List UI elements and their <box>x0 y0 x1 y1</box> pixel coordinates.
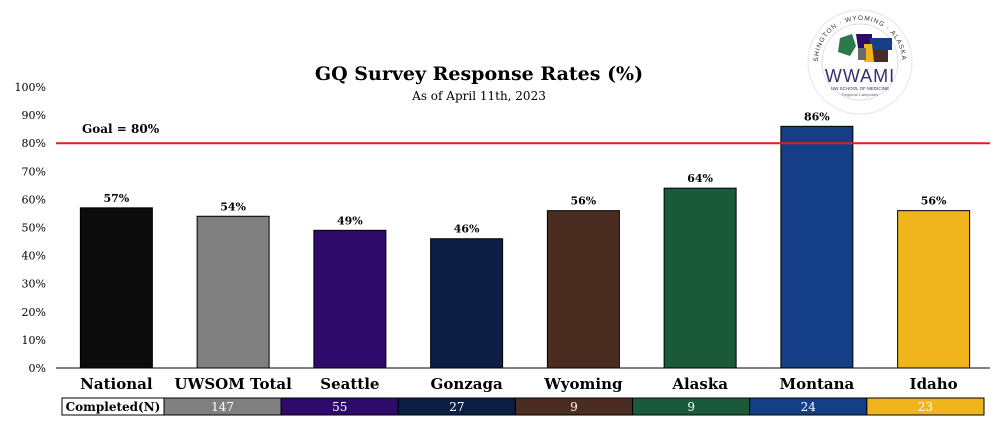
y-tick-label: 50% <box>22 222 46 235</box>
x-tick-label: Gonzaga <box>431 375 503 393</box>
completed-value: 147 <box>211 400 234 414</box>
bars: 57% 54% 49% 46% 56% 64% 86% 56% <box>79 110 971 369</box>
completed-value: 9 <box>570 400 578 414</box>
completed-cell <box>866 397 985 416</box>
data-label: 56% <box>570 195 596 208</box>
x-tick-label: Seattle <box>320 375 379 393</box>
completed-row: Completed(N) 147 55 27 9 9 24 23 <box>61 397 985 416</box>
completed-cells: 147 55 27 9 9 24 23 <box>163 397 985 416</box>
completed-label: Completed(N) <box>66 400 161 414</box>
completed-value: 23 <box>918 400 933 414</box>
data-label: 46% <box>454 223 480 236</box>
x-axis-labels: National UWSOM Total Seattle Gonzaga Wyoming… <box>80 375 958 393</box>
logo-ring-text: IDAHO · WASHINGTON · WYOMING · ALASKA · … <box>0 0 907 63</box>
logo-subtext-2: Regional Campuses <box>842 92 878 97</box>
data-label: 54% <box>220 200 246 213</box>
y-tick-label: 60% <box>22 193 46 206</box>
bar-idaho <box>897 210 971 369</box>
x-tick-label: Idaho <box>910 375 958 393</box>
data-label: 57% <box>103 192 129 205</box>
states-map-icon <box>838 34 892 62</box>
bar-national <box>79 207 153 369</box>
y-tick-label: 100% <box>15 81 46 94</box>
data-label: 56% <box>921 195 947 208</box>
bar-montana <box>780 125 854 369</box>
completed-value: 55 <box>332 400 347 414</box>
y-tick-label: 80% <box>22 137 46 150</box>
bar-wyoming <box>546 210 620 369</box>
x-tick-label: Alaska <box>671 375 728 393</box>
goal-label: Goal = 80% <box>82 122 160 136</box>
y-tick-label: 20% <box>22 306 46 319</box>
completed-value: 24 <box>801 400 817 414</box>
x-tick-label: Wyoming <box>543 375 623 393</box>
data-label: 49% <box>337 214 363 227</box>
y-tick-label: 40% <box>22 250 46 263</box>
y-tick-label: 0% <box>29 362 46 375</box>
logo-subtext: UW SCHOOL OF MEDICINE <box>831 86 889 91</box>
y-tick-label: 70% <box>22 165 46 178</box>
x-tick-label: UWSOM Total <box>174 375 292 393</box>
chart-subtitle: As of April 11th, 2023 <box>411 89 546 103</box>
logo-wordmark: WWAMI <box>825 66 895 86</box>
y-tick-label: 10% <box>22 334 46 347</box>
bar-gonzaga <box>430 238 504 369</box>
x-tick-label: Montana <box>779 375 854 393</box>
data-label: 64% <box>687 172 713 185</box>
y-tick-label: 30% <box>22 278 46 291</box>
bar-uwsom-total <box>196 215 270 369</box>
bar-seattle <box>313 229 387 369</box>
completed-value: 9 <box>687 400 695 414</box>
chart-title: GQ Survey Response Rates (%) <box>315 63 643 85</box>
x-tick-label: National <box>80 375 153 393</box>
bar-alaska <box>663 187 737 369</box>
y-tick-label: 90% <box>22 109 46 122</box>
completed-value: 27 <box>449 400 464 414</box>
y-axis: 0% 10% 20% 30% 40% 50% 60% 70% 80% 90% 100% <box>15 81 46 375</box>
data-label: 86% <box>804 110 830 123</box>
